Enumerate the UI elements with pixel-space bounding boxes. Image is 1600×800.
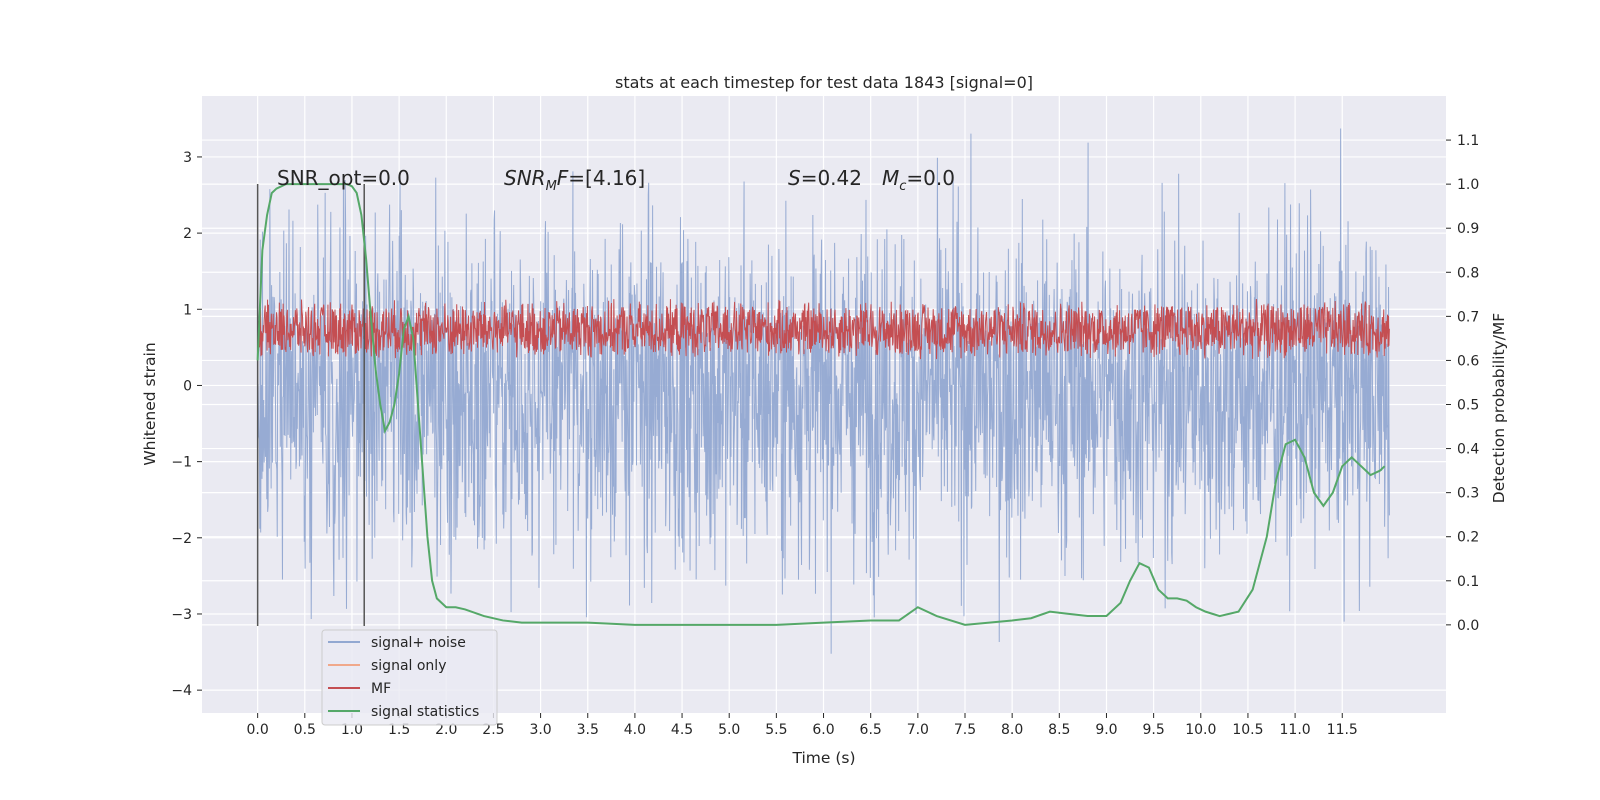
annotation-mc: Mc=0.0	[882, 166, 955, 194]
x-tick-label: 6.5	[860, 722, 882, 738]
x-tick-label: 11.5	[1327, 722, 1358, 738]
x-tick-label: 5.0	[718, 722, 740, 738]
annotation-s: S=0.42	[788, 166, 862, 190]
x-tick-label: 8.5	[1048, 722, 1070, 738]
x-tick-label: 4.0	[624, 722, 646, 738]
y-left-tick-label: 1	[183, 302, 192, 318]
y-right-tick-label: 0.1	[1457, 574, 1479, 590]
signal-statistics-line	[256, 183, 1386, 626]
vertical-markers	[256, 184, 365, 626]
x-tick-label: 8.0	[1001, 722, 1023, 738]
signal-statistics-series	[256, 183, 1386, 626]
x-tick-label: 0.0	[247, 722, 269, 738]
chart-title: stats at each timestep for test data 184…	[615, 73, 1033, 92]
y-left-tick-label: 3	[183, 150, 192, 166]
x-tick-label: 3.0	[529, 722, 551, 738]
x-tick-label: 3.5	[577, 722, 599, 738]
x-tick-label: 1.5	[388, 722, 410, 738]
y-right-axis-label: Detection probability/MF	[1490, 313, 1508, 504]
x-tick-label: 1.0	[341, 722, 363, 738]
annotation-snr-opt: SNR_opt=0.0	[277, 166, 410, 190]
y-right-tick-label: 0.8	[1457, 265, 1479, 281]
y-left-tick-label: −4	[171, 683, 192, 699]
x-tick-label: 6.0	[812, 722, 834, 738]
x-tick-label: 11.0	[1280, 722, 1311, 738]
x-tick-label: 9.0	[1095, 722, 1117, 738]
x-tick-label: 2.0	[435, 722, 457, 738]
mf-line	[257, 298, 1390, 360]
y-left-tick-label: −1	[171, 455, 192, 471]
legend-box	[321, 629, 498, 726]
y-right-tick-label: 0.3	[1457, 486, 1479, 502]
y-right-tick-label: 0.2	[1457, 530, 1479, 546]
y-left-axis-ticks: −4 −3 −2 −1 0 1 2 3	[171, 150, 202, 699]
y-left-axis-label: Whitened strain	[141, 342, 159, 465]
y-right-axis-ticks: 0.0 0.1 0.2 0.3 0.4 0.5 0.6 0.7 0.8 0.9 1.0 1.1	[1446, 133, 1479, 634]
legend-label-signal-only: signal only	[371, 658, 446, 674]
x-tick-label: 5.5	[765, 722, 787, 738]
y-left-tick-label: −3	[171, 607, 192, 623]
y-right-tick-label: 1.1	[1457, 133, 1479, 149]
legend: signal+ noise signal only MF signal stat…	[321, 629, 498, 726]
y-right-tick-label: 0.7	[1457, 309, 1479, 325]
mf-series	[257, 298, 1390, 360]
y-left-tick-label: 0	[183, 378, 192, 394]
legend-label-mf: MF	[371, 681, 391, 697]
x-tick-label: 2.5	[482, 722, 504, 738]
signal-noise-line	[257, 128, 1390, 654]
x-axis-ticks: 0.0 0.5 1.0 1.5 2.0 2.5 3.0 3.5 4.0 4.5 5.0 5.5 6.0 6…	[247, 713, 1358, 738]
y-right-tick-label: 0.4	[1457, 442, 1479, 458]
y-right-tick-label: 0.5	[1457, 398, 1479, 414]
annotation-snr-mf: SNRMF=[4.16]	[504, 166, 645, 194]
x-tick-label: 4.5	[671, 722, 693, 738]
x-tick-label: 9.5	[1142, 722, 1164, 738]
y-right-tick-label: 1.0	[1457, 177, 1479, 193]
signal-noise-series	[257, 128, 1390, 654]
legend-label-signal-statistics: signal statistics	[371, 704, 479, 720]
x-tick-label: 7.0	[907, 722, 929, 738]
y-left-tick-label: −2	[171, 531, 192, 547]
y-left-tick-label: 2	[183, 226, 192, 242]
x-tick-label: 10.5	[1232, 722, 1263, 738]
y-right-tick-label: 0.9	[1457, 221, 1479, 237]
x-tick-label: 0.5	[294, 722, 316, 738]
x-tick-label: 10.0	[1185, 722, 1216, 738]
legend-label-signal-noise: signal+ noise	[371, 635, 466, 651]
y-right-tick-label: 0.0	[1457, 618, 1479, 634]
x-axis-label: Time (s)	[791, 749, 855, 767]
x-tick-label: 7.5	[954, 722, 976, 738]
y-right-tick-label: 0.6	[1457, 353, 1479, 369]
